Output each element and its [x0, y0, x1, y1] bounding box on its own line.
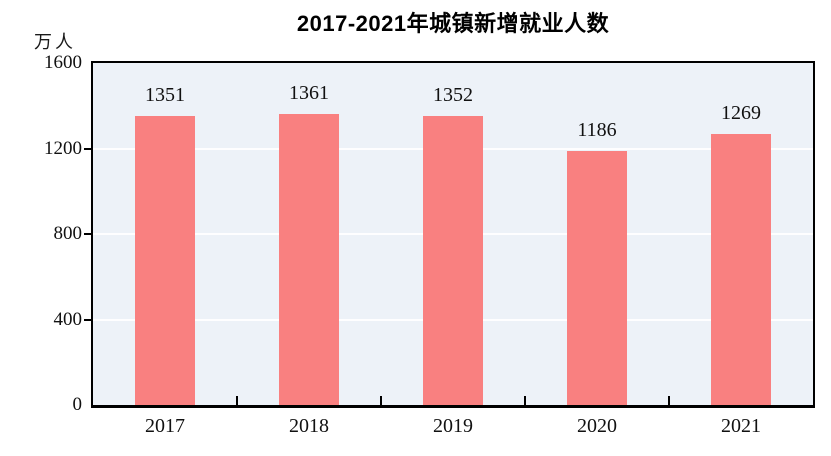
bar-value-label: 1361: [289, 82, 329, 105]
bar: [279, 114, 339, 405]
bar-value-label: 1269: [721, 101, 761, 124]
x-axis-tick: [380, 396, 382, 405]
x-tick-label: 2020: [577, 415, 617, 437]
y-axis-tick: [84, 318, 91, 321]
bar-value-label: 1351: [145, 84, 185, 107]
x-tick-label: 2019: [433, 415, 473, 437]
bar: [567, 151, 627, 405]
y-axis-tick: [84, 147, 91, 150]
bar-value-label: 1352: [433, 84, 473, 106]
y-tick-label: 800: [53, 223, 83, 244]
y-tick-label: 0: [72, 394, 83, 415]
bar-value-label: 1186: [577, 119, 617, 142]
x-tick-label: 2021: [721, 415, 761, 437]
x-axis-tick: [668, 396, 670, 405]
y-axis-unit-label: 万人: [34, 32, 76, 52]
bar: [711, 133, 771, 405]
x-axis-tick: [524, 396, 526, 405]
x-tick-label: 2018: [289, 415, 329, 437]
x-tick-label: 2017: [145, 415, 185, 437]
chart-title: 2017-2021年城镇新增就业人数: [296, 11, 610, 36]
y-axis-tick: [84, 233, 91, 235]
y-tick-label: 1600: [44, 52, 82, 73]
bar: [135, 116, 195, 405]
y-tick-label: 1200: [44, 137, 82, 159]
x-axis-tick: [236, 396, 238, 405]
bar: [423, 116, 483, 405]
y-tick-label: 400: [53, 308, 83, 330]
